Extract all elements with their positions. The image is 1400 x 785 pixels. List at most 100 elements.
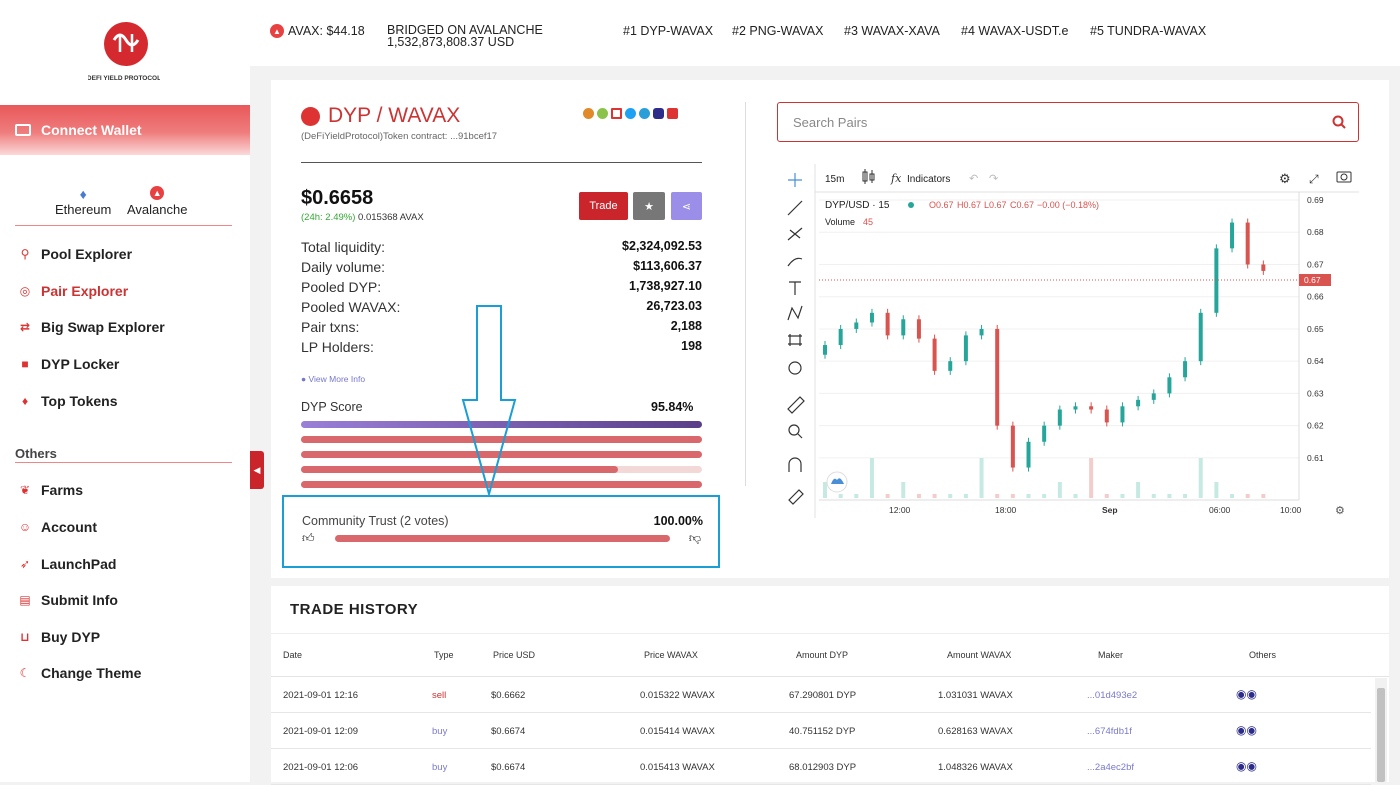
search-icon[interactable] [1332,115,1346,129]
ruler-icon[interactable] [787,396,805,414]
bridged-label: BRIDGED ON AVALANCHE [387,23,543,37]
lock-icon[interactable] [667,108,678,119]
top-pair-2[interactable]: #2 PNG-WAVAX [732,24,824,38]
thumbs-up-icon[interactable]: 👍︎ [302,531,315,545]
brand-logo[interactable]: DEFI YIELD PROTOCOL [88,18,160,84]
nav-pair-explorer[interactable]: ◎ Pair Explorer [18,281,128,301]
cell-maker[interactable]: ...2a4ec2bf [1087,762,1135,773]
nav-buy-dyp[interactable]: ⊔ Buy DYP [18,627,100,647]
nav-change-theme[interactable]: ☾ Change Theme [18,663,142,683]
nav-big-swap-explorer[interactable]: ⇄ Big Swap Explorer [18,317,165,337]
collapse-sidebar-button[interactable]: ◀ [250,451,264,489]
chain-ethereum[interactable]: ♦ Ethereum [55,186,111,217]
col-price-usd[interactable]: Price USD [493,650,536,660]
nav-submit-info[interactable]: ▤ Submit Info [18,590,118,610]
col-amount-dyp[interactable]: Amount DYP [796,650,849,660]
tradingview-cloud-icon [831,478,844,484]
binoculars-icon[interactable]: ◉◉ [1236,759,1257,773]
zoom-icon[interactable] [788,424,803,439]
scrollbar-thumb[interactable] [1377,688,1385,782]
trendline-icon[interactable] [787,200,803,216]
volume-bar [1104,494,1109,498]
crosshair-icon[interactable] [788,173,802,187]
top-pair-3[interactable]: #3 WAVAX-XAVA [844,24,940,38]
candle [1183,361,1188,378]
twitter-icon[interactable] [625,108,636,119]
cmc-icon[interactable] [597,108,608,119]
col-type[interactable]: Type [434,650,454,660]
camera-icon[interactable] [1336,171,1352,183]
text-tool-icon[interactable] [789,281,801,295]
nav-top-tokens[interactable]: ♦ Top Tokens [18,391,118,411]
fib-icon[interactable] [787,227,803,241]
axis-settings-icon[interactable]: ⚙ [1335,505,1345,517]
nav-farms[interactable]: ❦ Farms [18,480,83,500]
nav-label: LaunchPad [41,556,117,572]
interval-selector[interactable]: 15m [825,174,844,185]
volume-bar [1010,494,1015,498]
lock-drawing-icon[interactable] [788,489,804,505]
connect-wallet-button[interactable]: Connect Wallet [0,105,250,155]
indicators-icon[interactable]: fx [890,172,902,185]
chain-avalanche[interactable]: ▲ Avalanche [127,186,187,217]
dyp-score-value: 95.84% [651,400,694,414]
community-trust-box: Community Trust (2 votes) 100.00% 👍︎ 👎︎ [282,495,720,568]
col-date[interactable]: Date [283,650,303,660]
table-scrollbar[interactable] [1375,678,1387,782]
cell-type: buy [432,762,448,773]
col-others[interactable]: Others [1249,650,1277,660]
volume-bar [1167,494,1172,498]
binoculars-icon[interactable] [653,108,664,119]
binoculars-icon[interactable]: ◉◉ [1236,687,1257,701]
plot-area[interactable] [819,194,1299,500]
top-pair-5[interactable]: #5 TUNDRA-WAVAX [1090,24,1207,38]
community-trust-bar [335,535,670,542]
table-row[interactable]: 2021-09-01 12:06 buy $0.6674 0.015413 WA… [271,749,1371,785]
cell-price-wavax: 0.015413 WAVAX [640,762,715,773]
candle-type-icon[interactable] [862,169,875,184]
search-pairs-input[interactable]: Search Pairs [777,102,1359,142]
cell-maker[interactable]: ...674fdb1f [1087,726,1132,737]
favorite-button[interactable]: ★ [633,192,665,220]
price-chart[interactable]: 15m fx Indicators ↶ ↷ ⚙ ⤢ DYP/USD · 15 O… [777,164,1359,518]
nav-label: DYP Locker [41,356,120,372]
brush-icon[interactable] [787,257,803,267]
nav-dyp-locker[interactable]: ■ DYP Locker [18,354,119,374]
measure-icon[interactable] [788,334,802,346]
score-bar-1 [301,421,702,428]
col-price-wavax[interactable]: Price WAVAX [644,650,698,660]
table-row[interactable]: 2021-09-01 12:16 sell $0.6662 0.015322 W… [271,677,1371,713]
chart-svg[interactable]: 15m fx Indicators ↶ ↷ ⚙ ⤢ DYP/USD · 15 O… [777,164,1359,518]
thumbs-down-icon[interactable]: 👎︎ [688,531,701,545]
cell-maker[interactable]: ...01d493e2 [1087,690,1138,701]
telegram-icon[interactable] [639,108,650,119]
stat-value: $2,324,092.53 [622,239,702,253]
price-tick-label: 0.69 [1307,195,1324,205]
undo-icon[interactable]: ↶ [969,173,978,185]
coingecko-icon[interactable] [583,108,594,119]
redo-icon[interactable]: ↷ [989,173,998,185]
share-button[interactable]: ⋖ [671,192,702,220]
top-pair-1[interactable]: #1 DYP-WAVAX [623,24,714,38]
binoculars-icon[interactable]: ◉◉ [1236,723,1257,737]
emoji-icon[interactable] [788,361,802,375]
score-bar-4 [301,466,702,473]
nav-account[interactable]: ☺ Account [18,517,97,537]
table-row[interactable]: 2021-09-01 12:09 buy $0.6674 0.015414 WA… [271,713,1371,749]
token-contract[interactable]: (DeFiYieldProtocol)Token contract: ...91… [301,131,498,142]
col-amount-wavax[interactable]: Amount WAVAX [947,650,1012,660]
view-more-info-link[interactable]: ● View More Info [301,374,365,384]
pattern-icon[interactable] [787,305,803,321]
trade-button[interactable]: Trade [579,192,628,220]
fullscreen-icon[interactable]: ⤢ [1308,172,1319,186]
nav-launchpad[interactable]: ➶ LaunchPad [18,554,117,574]
settings-icon[interactable]: ⚙ [1279,171,1291,186]
cell-price-wavax: 0.015322 WAVAX [640,690,715,701]
col-maker[interactable]: Maker [1098,650,1124,660]
indicators-button[interactable]: Indicators [907,174,950,185]
external-link-icon[interactable] [611,108,622,119]
top-pair-4[interactable]: #4 WAVAX-USDT.e [961,24,1069,38]
nav-pool-explorer[interactable]: ⚲ Pool Explorer [18,244,132,264]
stat-label: Daily volume: [301,259,386,275]
magnet-icon[interactable] [788,457,802,472]
